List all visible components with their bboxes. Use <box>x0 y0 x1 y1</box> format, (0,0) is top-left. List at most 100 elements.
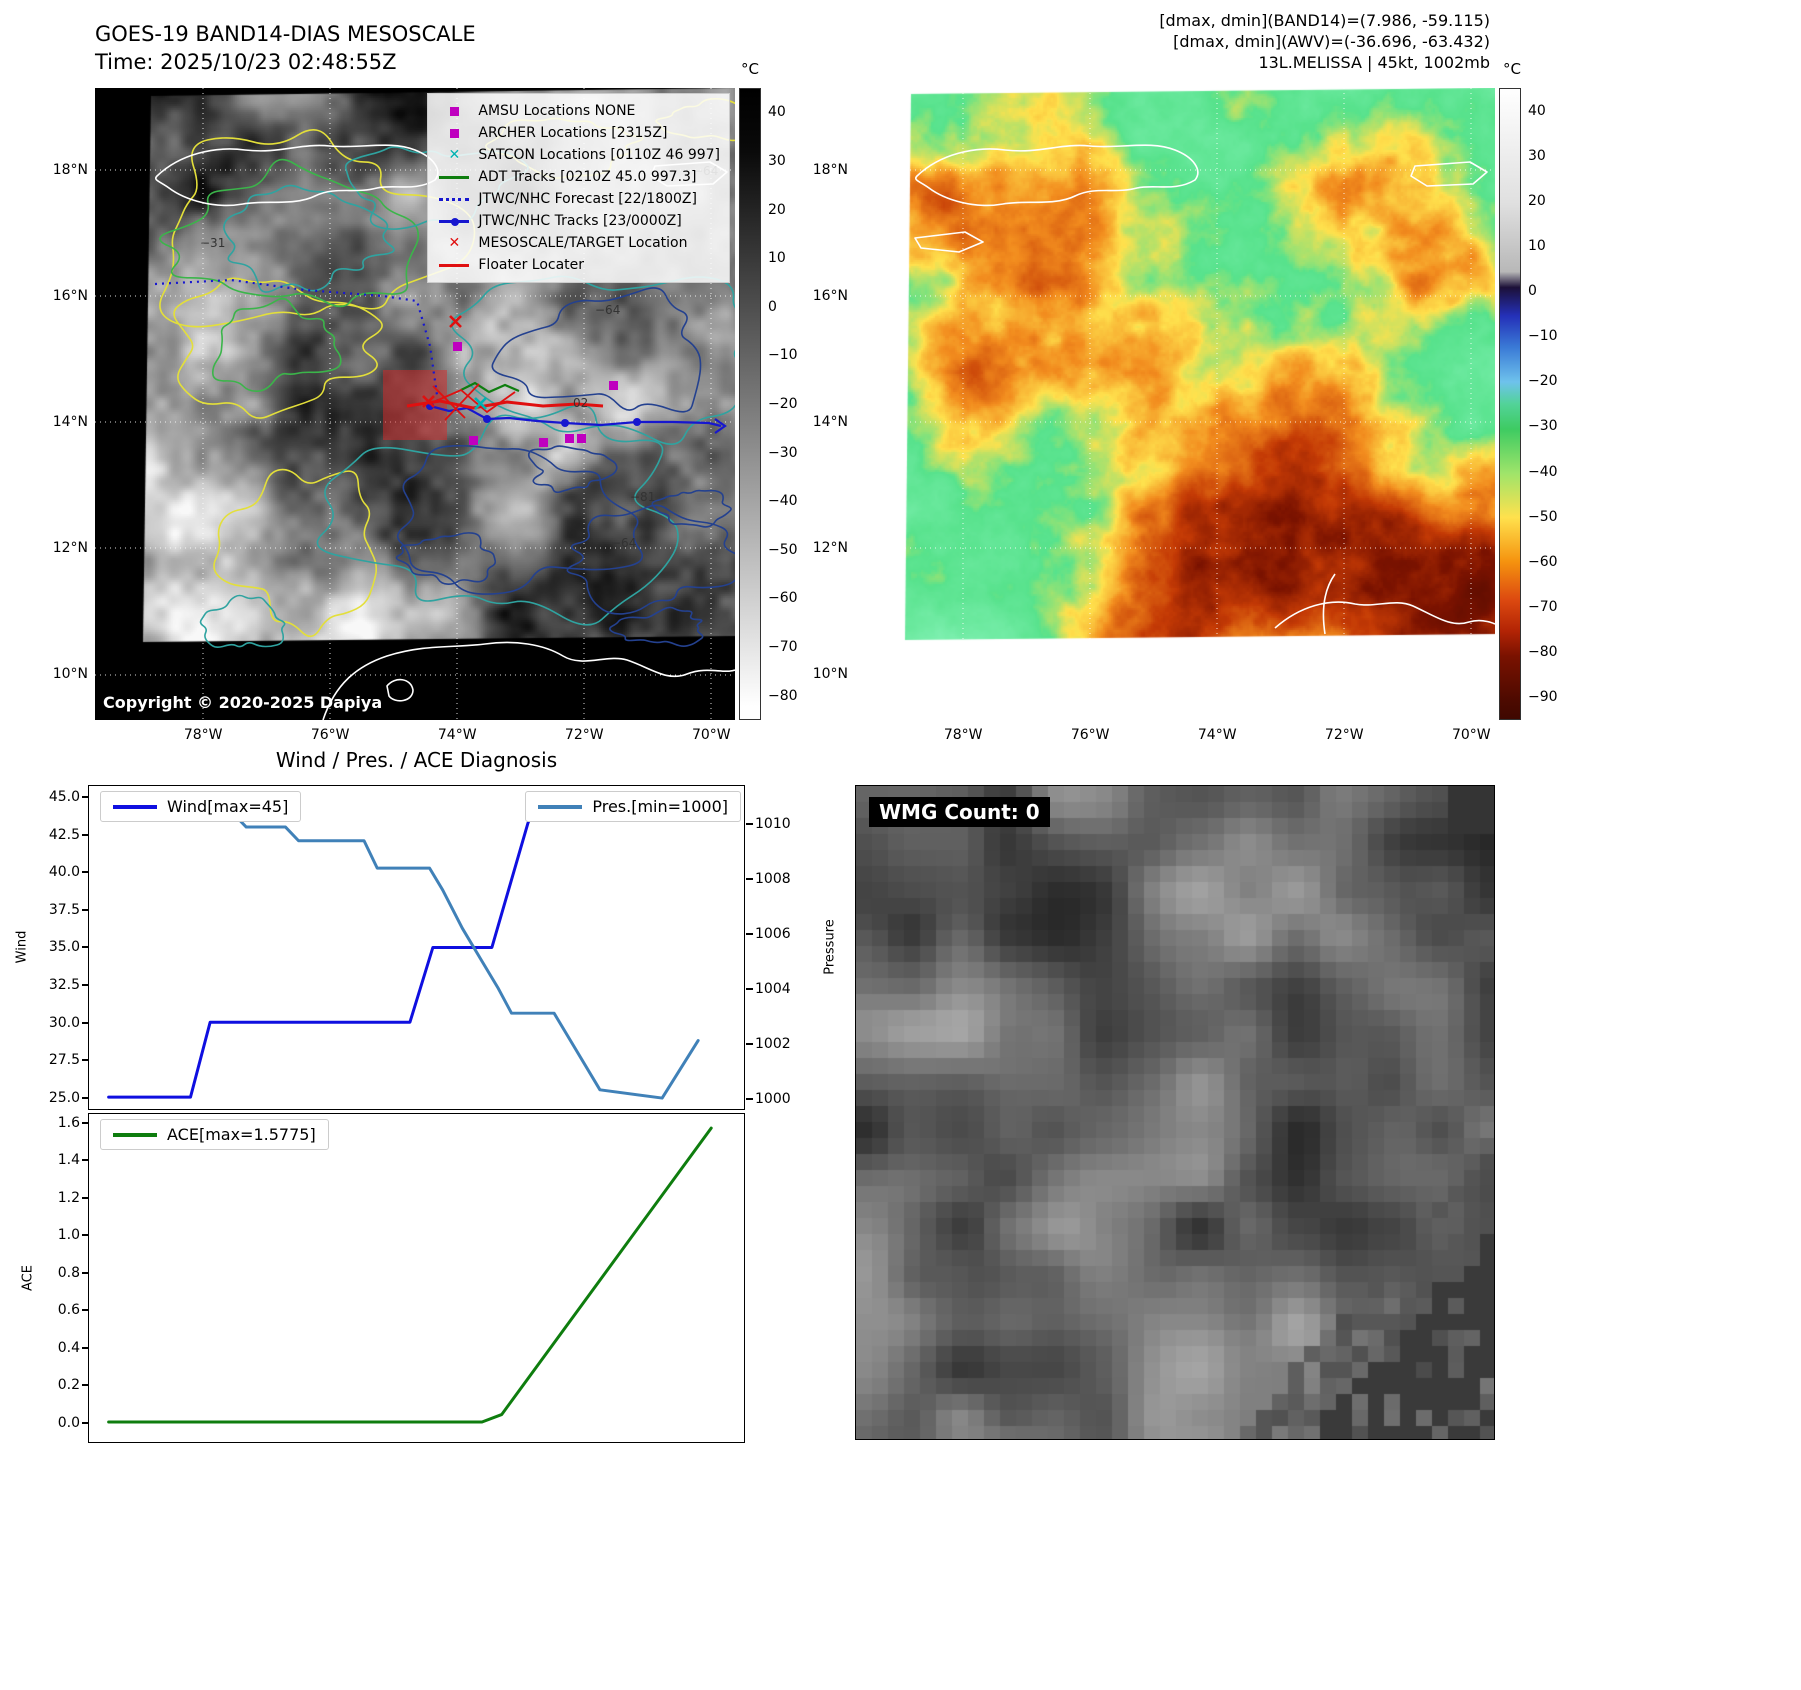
forecast-dotted-line-icon <box>437 197 471 201</box>
awv-colorbar <box>1499 88 1521 720</box>
mesoscale-target-x-marker <box>449 315 462 328</box>
contour-value-label: −64 <box>595 303 621 317</box>
ace-plot <box>107 1126 713 1424</box>
colorbar-tick-label: 10 <box>768 250 786 267</box>
pressure-tick-label: 1002 <box>746 1035 791 1052</box>
contour-line <box>316 404 679 626</box>
coastline-lake <box>386 678 414 702</box>
legend-item: Floater Locater <box>437 254 720 276</box>
ace-tick-label: 0.4 <box>57 1339 90 1356</box>
adt-track-line <box>460 381 520 394</box>
longitude-tick-label: 76°W <box>310 727 350 743</box>
wind-legend-label: Wind[max=45] <box>167 797 289 816</box>
amsu-square-icon <box>437 106 471 116</box>
copyright-text: Copyright © 2020-2025 Dapiya <box>103 693 383 712</box>
wind-tick-label: 45.0 <box>48 789 90 806</box>
archer-square-marker <box>469 436 478 445</box>
legend-label: JTWC/NHC Tracks [23/0000Z] <box>478 213 682 229</box>
ace-tick-label: 1.4 <box>57 1152 90 1169</box>
storm-id-text: 13L.MELISSA | 45kt, 1002mb <box>1258 53 1490 72</box>
contour-line <box>527 445 618 494</box>
latitude-tick-label: 16°N <box>812 288 848 305</box>
ace-tick-label: 0.6 <box>57 1302 90 1319</box>
contour-value-label: −31 <box>200 236 226 250</box>
legend-item: SATCON Locations [0110Z 46 997] <box>437 144 720 166</box>
wind-tick-label: 27.5 <box>48 1052 90 1069</box>
pressure-legend-label: Pres.[min=1000] <box>592 797 728 816</box>
latitude-tick-label: 12°N <box>52 540 88 557</box>
colorbar-tick-label: −70 <box>1528 598 1558 615</box>
pressure-legend: Pres.[min=1000] <box>525 791 741 822</box>
latitude-tick-label: 10°N <box>812 666 848 683</box>
colorbar-tick-label: −20 <box>768 395 798 412</box>
contour-line <box>566 504 735 615</box>
satcon-x-marker <box>474 397 487 410</box>
wind-tick-label: 35.0 <box>48 939 90 956</box>
band14-time-line: Time: 2025/10/23 02:48:55Z <box>95 50 397 74</box>
longitude-tick-label: 74°W <box>1197 727 1237 743</box>
archer-square-icon <box>437 128 471 138</box>
awv-lat-ticks: 18°N 16°N 14°N 12°N 10°N <box>798 88 848 720</box>
contour-line <box>396 444 643 595</box>
contour-line <box>213 468 378 638</box>
legend-label: MESOSCALE/TARGET Location <box>478 235 688 251</box>
band14-map-panel: AMSU Locations NONE ARCHER Locations [23… <box>95 88 735 720</box>
archer-square-marker <box>453 342 462 351</box>
colorbar-tick-label: −60 <box>1528 553 1558 570</box>
satcon-x-icon <box>437 148 471 162</box>
jtwc-track-point <box>633 418 641 426</box>
pressure-tick-label: 1004 <box>746 980 791 997</box>
jtwc-track-point <box>483 415 491 423</box>
colorbar-tick-label: −40 <box>1528 463 1558 480</box>
pressure-axis-ticks: 1010 1008 1006 1004 1002 1000 <box>746 785 801 1110</box>
ace-legend: ACE[max=1.5775] <box>100 1119 329 1150</box>
longitude-tick-label: 72°W <box>564 727 604 743</box>
wind-pressure-plot <box>107 792 700 1100</box>
band14-colorbar <box>739 88 761 720</box>
awv-map-panel <box>855 88 1495 720</box>
pressure-line-icon <box>538 804 583 809</box>
contour-line <box>159 158 420 308</box>
legend-label: SATCON Locations [0110Z 46 997] <box>478 147 720 163</box>
longitude-tick-label: 74°W <box>437 727 477 743</box>
latitude-tick-label: 18°N <box>52 162 88 179</box>
pressure-tick-label: 1006 <box>746 925 791 942</box>
legend-label: ARCHER Locations [2315Z] <box>478 125 668 141</box>
colorbar-tick-label: 40 <box>1528 102 1546 119</box>
ace-tick-label: 0.2 <box>57 1377 90 1394</box>
contour-value-label: −64 <box>611 536 637 550</box>
colorbar-tick-label: 0 <box>768 298 777 315</box>
ace-chart <box>88 1113 745 1443</box>
jtwc-track-arrow <box>714 418 727 434</box>
awv-lon-ticks: 78°W 76°W 74°W 72°W 70°W <box>855 727 1495 747</box>
mesoscale-target-x-marker <box>422 395 435 408</box>
contour-value-label: 02 <box>573 396 589 410</box>
awv-overlay <box>855 88 1495 720</box>
ace-tick-label: 1.2 <box>57 1189 90 1206</box>
adt-track-line-icon <box>437 175 471 179</box>
floater-locater-line <box>406 399 604 410</box>
longitude-tick-label: 72°W <box>1324 727 1364 743</box>
legend-label: JTWC/NHC Forecast [22/1800Z] <box>478 191 697 207</box>
series-line-pres. <box>126 792 700 1100</box>
ace-axis-label: ACE <box>20 1265 36 1291</box>
floater-line-icon <box>437 263 471 267</box>
latitude-tick-label: 18°N <box>812 162 848 179</box>
wind-tick-label: 37.5 <box>48 901 90 918</box>
longitude-tick-label: 70°W <box>1451 727 1491 743</box>
contour-line <box>199 594 286 648</box>
wmg-count-badge: WMG Count: 0 <box>869 797 1050 827</box>
coastline-hispaniola <box>914 144 1199 207</box>
legend-item: MESOSCALE/TARGET Location <box>437 232 720 254</box>
contour-line <box>223 184 395 293</box>
floater-extra-lines <box>428 383 516 421</box>
colorbar-tick-label: −50 <box>1528 508 1558 525</box>
legend-item: ADT Tracks [0210Z 45.0 997.3] <box>437 166 720 188</box>
latitude-tick-label: 14°N <box>52 414 88 431</box>
colorbar-tick-label: 20 <box>768 201 786 218</box>
archer-square-marker <box>539 438 548 447</box>
longitude-tick-label: 78°W <box>183 727 223 743</box>
wind-tick-label: 25.0 <box>48 1089 90 1106</box>
legend-item: ARCHER Locations [2315Z] <box>437 122 720 144</box>
colorbar-tick-label: −50 <box>768 541 798 558</box>
